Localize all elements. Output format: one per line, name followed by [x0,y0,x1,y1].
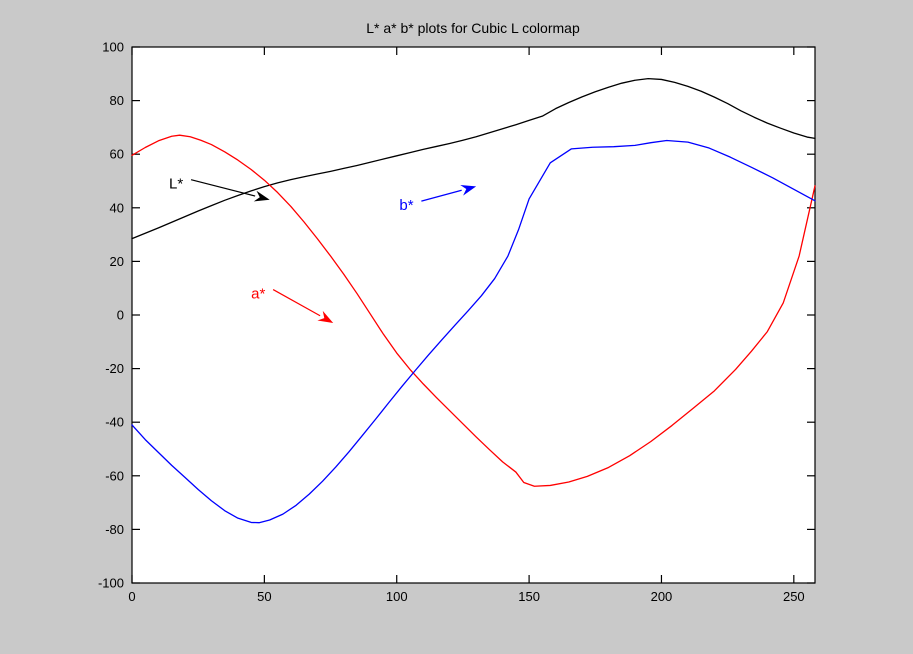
annotation-label-L-star: L* [169,176,183,193]
annotation-arrow-line-a-star [272,289,321,317]
y-tick-label: -100 [98,576,124,591]
y-tick-label: -20 [105,361,124,376]
y-tick-label: 60 [110,147,124,162]
y-tick-label: 20 [110,254,124,269]
series-line-a-star [131,134,816,487]
annotation-arrow-line-L-star [190,179,256,197]
y-tick-label: -60 [105,468,124,483]
y-tick-label: 40 [110,200,124,215]
x-tick-label: 200 [651,589,673,604]
y-tick-label: -40 [105,415,124,430]
series-line-l-star [131,77,816,240]
y-tick-label: 0 [117,308,124,323]
y-tick-label: -80 [105,522,124,537]
x-tick-label: 0 [128,589,135,604]
annotation-arrow-line-b-star [421,189,462,202]
annotation-arrow-head-a-star [317,310,334,324]
chart-title: L* a* b* plots for Cubic L colormap [366,20,580,36]
annotation-arrow-head-b-star [460,184,477,196]
y-tick-label: 80 [110,93,124,108]
data-series-group [131,77,816,524]
annotations-group: L* a* b* [169,176,477,324]
axis-ticks [131,46,815,584]
x-tick-label: 100 [386,589,408,604]
series-line-b-star [131,139,816,524]
x-tick-label: 50 [257,589,271,604]
x-tick-label: 250 [783,589,805,604]
annotation-label-a-star: a* [251,286,265,303]
annotation-label-b-star: b* [399,197,413,214]
x-tick-label: 150 [518,589,540,604]
axis-tick-labels: -100 -80 -60 -40 -20 0 20 40 60 80 100 0 50 100 150 200… [98,40,805,605]
axes-background [131,46,816,584]
y-tick-label: 100 [102,40,124,55]
annotation-arrow-head-L-star [253,190,270,202]
